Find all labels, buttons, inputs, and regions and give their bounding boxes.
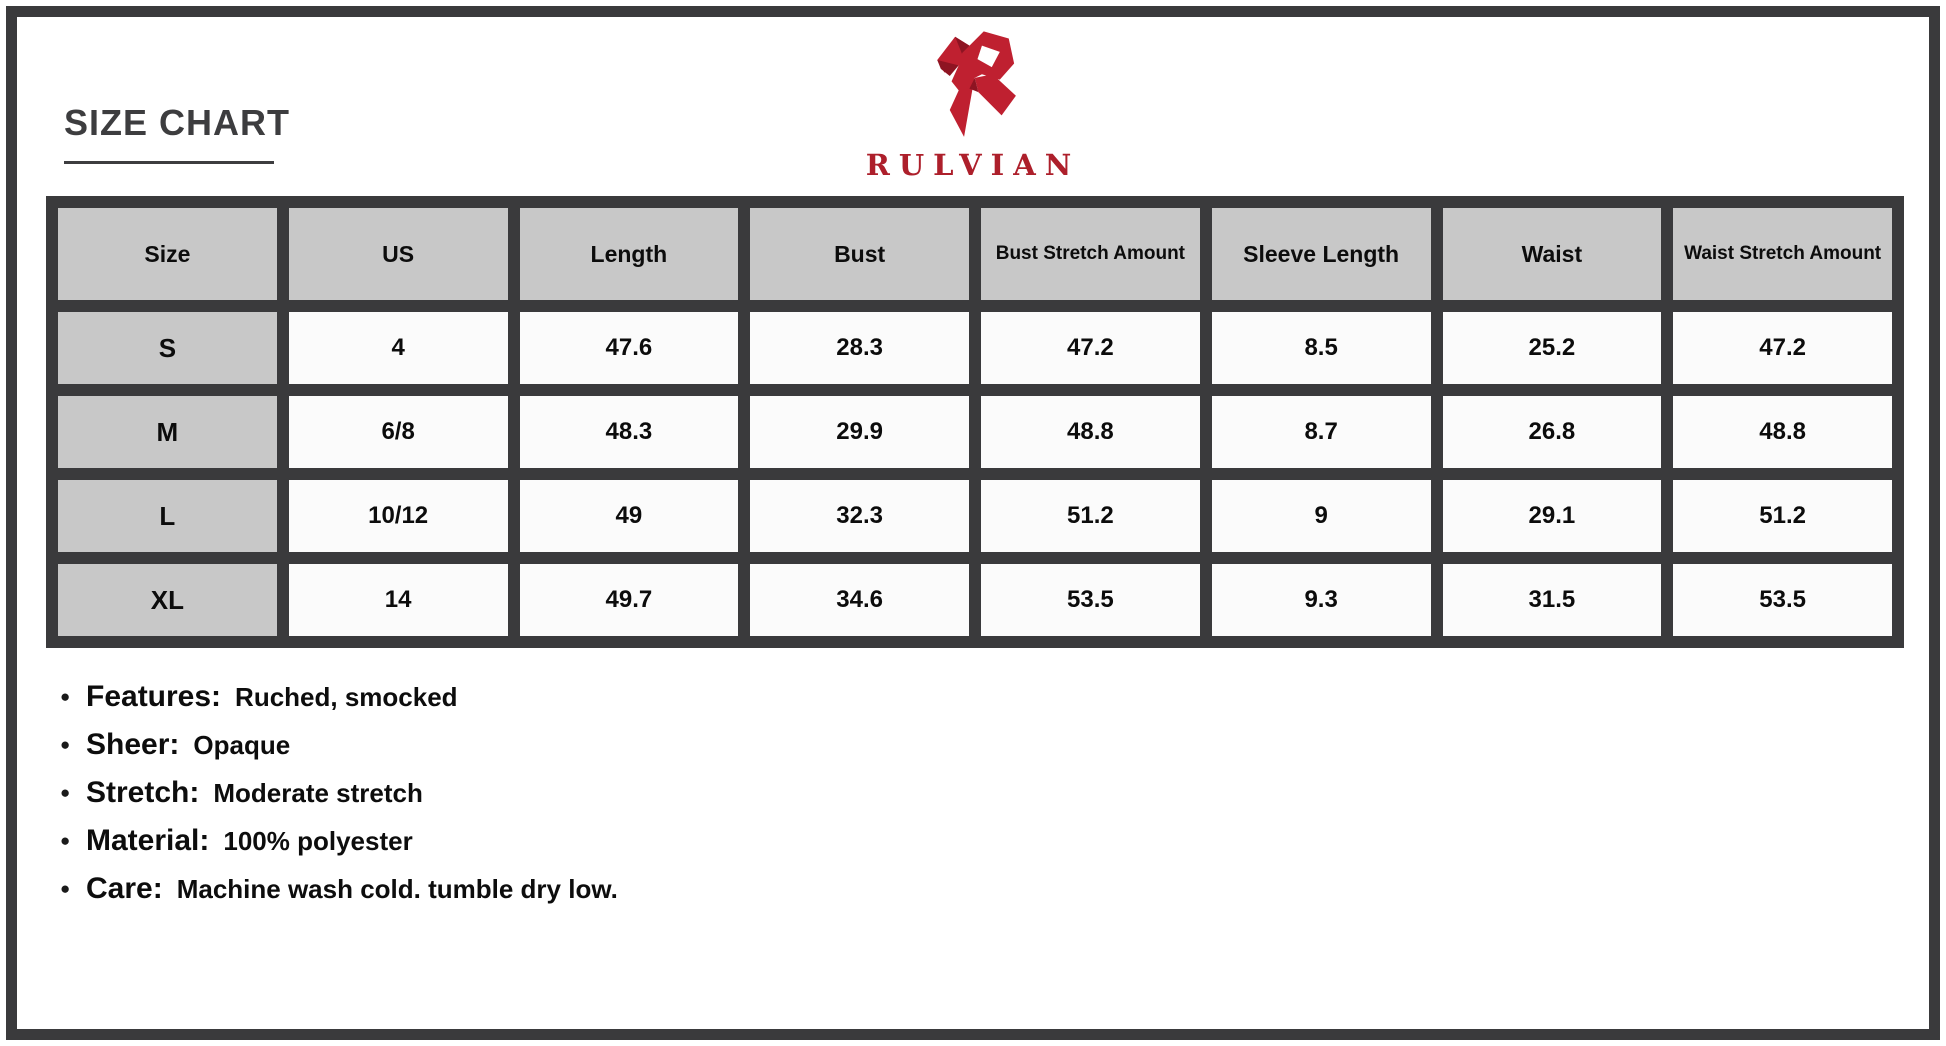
value-cell: 29.1 — [1442, 480, 1662, 552]
value-cell: 53.5 — [1673, 564, 1892, 636]
size-chart-grid: Size US Length Bust Bust Stretch Amount … — [58, 208, 1892, 636]
value-cell: 51.2 — [1673, 480, 1892, 552]
value-cell: 25.2 — [1442, 312, 1662, 384]
size-chart-table: Size US Length Bust Bust Stretch Amount … — [46, 196, 1904, 648]
header-cell-bust: Bust — [750, 208, 969, 300]
value-cell: 47.2 — [981, 312, 1200, 384]
value-cell: 32.3 — [750, 480, 969, 552]
value-cell: 49 — [519, 480, 739, 552]
value-cell: 47.6 — [519, 312, 739, 384]
header-cell-bust-stretch: Bust Stretch Amount — [981, 208, 1200, 300]
value-cell: 47.2 — [1673, 312, 1892, 384]
value-cell: 29.9 — [750, 396, 969, 468]
header-cell-waist: Waist — [1442, 208, 1662, 300]
header-cell-us: US — [288, 208, 508, 300]
value-cell: 6/8 — [288, 396, 508, 468]
detail-label: Care: — [86, 872, 163, 905]
value-cell: 34.6 — [750, 564, 969, 636]
detail-value: 100% polyester — [223, 826, 413, 856]
detail-value: Moderate stretch — [213, 778, 423, 808]
bullet-icon: ● — [60, 783, 71, 802]
value-cell: 26.8 — [1442, 396, 1662, 468]
size-cell: L — [58, 480, 277, 552]
value-cell: 14 — [288, 564, 508, 636]
bullet-icon: ● — [60, 879, 71, 898]
product-details-list: ● Features: Ruched, smocked ● Sheer: Opa… — [60, 680, 618, 920]
detail-label: Stretch: — [86, 776, 200, 809]
detail-label: Sheer: — [86, 728, 180, 761]
bullet-icon: ● — [60, 687, 71, 706]
header-cell-sleeve-length: Sleeve Length — [1211, 208, 1431, 300]
brand-logo-r-icon — [937, 31, 1016, 137]
value-cell: 49.7 — [519, 564, 739, 636]
value-cell: 28.3 — [750, 312, 969, 384]
header-cell-length: Length — [519, 208, 739, 300]
list-item: ● Sheer: Opaque — [60, 728, 618, 765]
value-cell: 8.5 — [1211, 312, 1431, 384]
value-cell: 9 — [1211, 480, 1431, 552]
detail-label: Features: — [86, 680, 222, 713]
detail-value: Ruched, smocked — [235, 682, 458, 712]
value-cell: 51.2 — [981, 480, 1200, 552]
list-item: ● Care: Machine wash cold. tumble dry lo… — [60, 872, 618, 909]
value-cell: 10/12 — [288, 480, 508, 552]
value-cell: 48.3 — [519, 396, 739, 468]
brand-name: RULVIAN — [865, 148, 1081, 182]
size-cell: XL — [58, 564, 277, 636]
title-underline — [64, 161, 274, 164]
size-cell: S — [58, 312, 277, 384]
value-cell: 8.7 — [1211, 396, 1431, 468]
list-item: ● Features: Ruched, smocked — [60, 680, 618, 717]
bullet-icon: ● — [60, 831, 71, 850]
value-cell: 31.5 — [1442, 564, 1662, 636]
value-cell: 4 — [288, 312, 508, 384]
list-item: ● Material: 100% polyester — [60, 824, 618, 861]
detail-value: Opaque — [193, 730, 291, 760]
value-cell: 48.8 — [981, 396, 1200, 468]
value-cell: 48.8 — [1673, 396, 1892, 468]
size-cell: M — [58, 396, 277, 468]
detail-label: Material: — [86, 824, 210, 857]
header-cell-size: Size — [58, 208, 277, 300]
bullet-icon: ● — [60, 735, 71, 754]
detail-value: Machine wash cold. tumble dry low. — [176, 874, 618, 904]
header-cell-waist-stretch: Waist Stretch Amount — [1673, 208, 1892, 300]
value-cell: 9.3 — [1211, 564, 1431, 636]
list-item: ● Stretch: Moderate stretch — [60, 776, 618, 813]
value-cell: 53.5 — [981, 564, 1200, 636]
page-title: SIZE CHART — [64, 102, 290, 143]
brand-block: RULVIAN — [813, 26, 1133, 182]
